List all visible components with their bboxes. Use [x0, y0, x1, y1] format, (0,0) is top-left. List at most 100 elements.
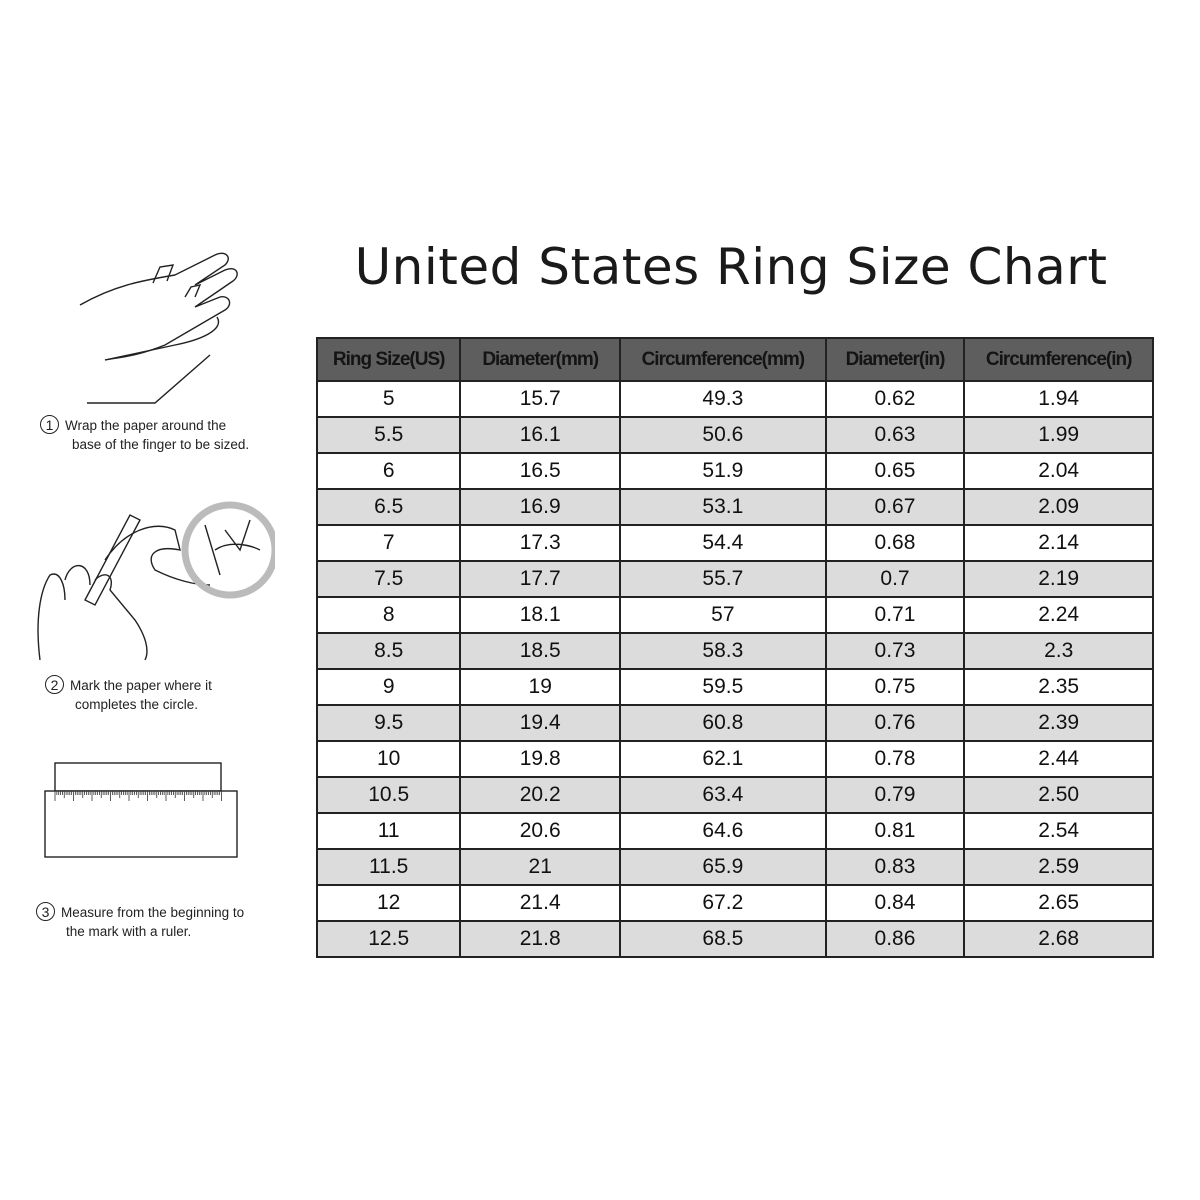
table-cell: 0.75	[824, 668, 966, 706]
table-row: 7 17.3 54.4 0.68 2.14	[315, 524, 1154, 562]
table-cell: 63.4	[619, 776, 827, 814]
table-row: 6.5 16.9 53.1 0.67 2.09	[315, 488, 1154, 526]
table-cell: 0.62	[824, 380, 966, 418]
table-cell: 65.9	[619, 848, 827, 886]
table-cell: 0.67	[824, 488, 966, 526]
table-cell: 6	[315, 452, 462, 490]
table-cell: 2.14	[963, 524, 1154, 562]
table-cell: 19.8	[459, 740, 622, 778]
table-cell: 55.7	[619, 560, 827, 598]
table-cell: 15.7	[459, 380, 622, 418]
table-cell: 68.5	[619, 920, 827, 958]
table-cell: 53.1	[619, 488, 827, 526]
table-cell: 7	[315, 524, 462, 562]
table-cell: 8.5	[315, 632, 462, 670]
table-row: 6 16.5 51.9 0.65 2.04	[315, 452, 1154, 490]
table-cell: 0.71	[824, 596, 966, 634]
step-text: completes the circle.	[75, 697, 199, 712]
table-cell: 0.65	[824, 452, 966, 490]
table-cell: 19.4	[459, 704, 622, 742]
table-cell: 21.8	[459, 920, 622, 958]
table-cell: 21.4	[459, 884, 622, 922]
table-cell: 20.6	[459, 812, 622, 850]
table-cell: 2.65	[963, 884, 1154, 922]
table-cell: 11.5	[315, 848, 462, 886]
table-cell: 2.19	[963, 560, 1154, 598]
table-row: 9.5 19.4 60.8 0.76 2.39	[315, 704, 1154, 742]
column-header: Circumference(mm)	[619, 337, 827, 382]
column-header: Ring Size(US)	[315, 337, 462, 382]
table-cell: 0.78	[824, 740, 966, 778]
step-text: Mark the paper where it	[70, 678, 212, 693]
table-cell: 2.24	[963, 596, 1154, 634]
table-cell: 0.76	[824, 704, 966, 742]
step-text: Measure from the beginning to	[61, 905, 245, 920]
table-cell: 10	[315, 740, 462, 778]
table-cell: 19	[459, 668, 622, 706]
column-header: Diameter(in)	[824, 337, 966, 382]
table-cell: 5	[315, 380, 462, 418]
table-cell: 10.5	[315, 776, 462, 814]
table-cell: 0.86	[824, 920, 966, 958]
table-cell: 58.3	[619, 632, 827, 670]
table-cell: 2.50	[963, 776, 1154, 814]
table-row: 10 19.8 62.1 0.78 2.44	[315, 740, 1154, 778]
table-cell: 2.3	[963, 632, 1154, 670]
table-cell: 67.2	[619, 884, 827, 922]
table-row: 11 20.6 64.6 0.81 2.54	[315, 812, 1154, 850]
table-cell: 1.94	[963, 380, 1154, 418]
mark-paper-illustration	[37, 501, 275, 660]
step-number: 1	[40, 415, 59, 434]
table-cell: 16.9	[459, 488, 622, 526]
table-row: 7.5 17.7 55.7 0.7 2.19	[315, 560, 1154, 598]
table-cell: 21	[459, 848, 622, 886]
table-cell: 12	[315, 884, 462, 922]
table-cell: 2.68	[963, 920, 1154, 958]
step-2: 2 Mark the paper where it completes the c…	[45, 675, 212, 714]
table-header-row: Ring Size(US) Diameter(mm) Circumference(m…	[315, 337, 1154, 382]
table-cell: 0.84	[824, 884, 966, 922]
table-cell: 0.81	[824, 812, 966, 850]
table-cell: 0.73	[824, 632, 966, 670]
table-cell: 9	[315, 668, 462, 706]
table-cell: 51.9	[619, 452, 827, 490]
table-row: 10.5 20.2 63.4 0.79 2.50	[315, 776, 1154, 814]
column-header: Diameter(mm)	[459, 337, 622, 382]
table-cell: 16.5	[459, 452, 622, 490]
table-cell: 17.7	[459, 560, 622, 598]
table-cell: 60.8	[619, 704, 827, 742]
table-row: 11.5 21 65.9 0.83 2.59	[315, 848, 1154, 886]
ruler-illustration	[44, 762, 238, 858]
table-cell: 18.5	[459, 632, 622, 670]
table-row: 8 18.1 57 0.71 2.24	[315, 596, 1154, 634]
table-cell: 0.83	[824, 848, 966, 886]
table-cell: 2.39	[963, 704, 1154, 742]
table-cell: 20.2	[459, 776, 622, 814]
table-cell: 12.5	[315, 920, 462, 958]
table-cell: 0.68	[824, 524, 966, 562]
table-row: 5 15.7 49.3 0.62 1.94	[315, 380, 1154, 418]
table-cell: 0.63	[824, 416, 966, 454]
step-1: 1 Wrap the paper around the base of the f…	[40, 415, 249, 454]
table-cell: 11	[315, 812, 462, 850]
step-number: 2	[45, 675, 64, 694]
table-cell: 2.59	[963, 848, 1154, 886]
table-cell: 2.35	[963, 668, 1154, 706]
step-text: base of the finger to be sized.	[72, 437, 250, 452]
table-cell: 2.09	[963, 488, 1154, 526]
table-cell: 64.6	[619, 812, 827, 850]
ring-size-table: Ring Size(US) Diameter(mm) Circumference(m…	[315, 337, 1154, 958]
page-title: United States Ring Size Chart	[354, 238, 1108, 296]
table-cell: 0.79	[824, 776, 966, 814]
table-cell: 18.1	[459, 596, 622, 634]
step-3: 3 Measure from the beginning to the mark …	[36, 902, 244, 941]
table-row: 12.5 21.8 68.5 0.86 2.68	[315, 920, 1154, 958]
table-cell: 2.44	[963, 740, 1154, 778]
table-cell: 5.5	[315, 416, 462, 454]
table-cell: 7.5	[315, 560, 462, 598]
hand-wrap-illustration	[79, 252, 238, 404]
table-cell: 62.1	[619, 740, 827, 778]
table-cell: 50.6	[619, 416, 827, 454]
table-cell: 2.04	[963, 452, 1154, 490]
table-row: 8.5 18.5 58.3 0.73 2.3	[315, 632, 1154, 670]
